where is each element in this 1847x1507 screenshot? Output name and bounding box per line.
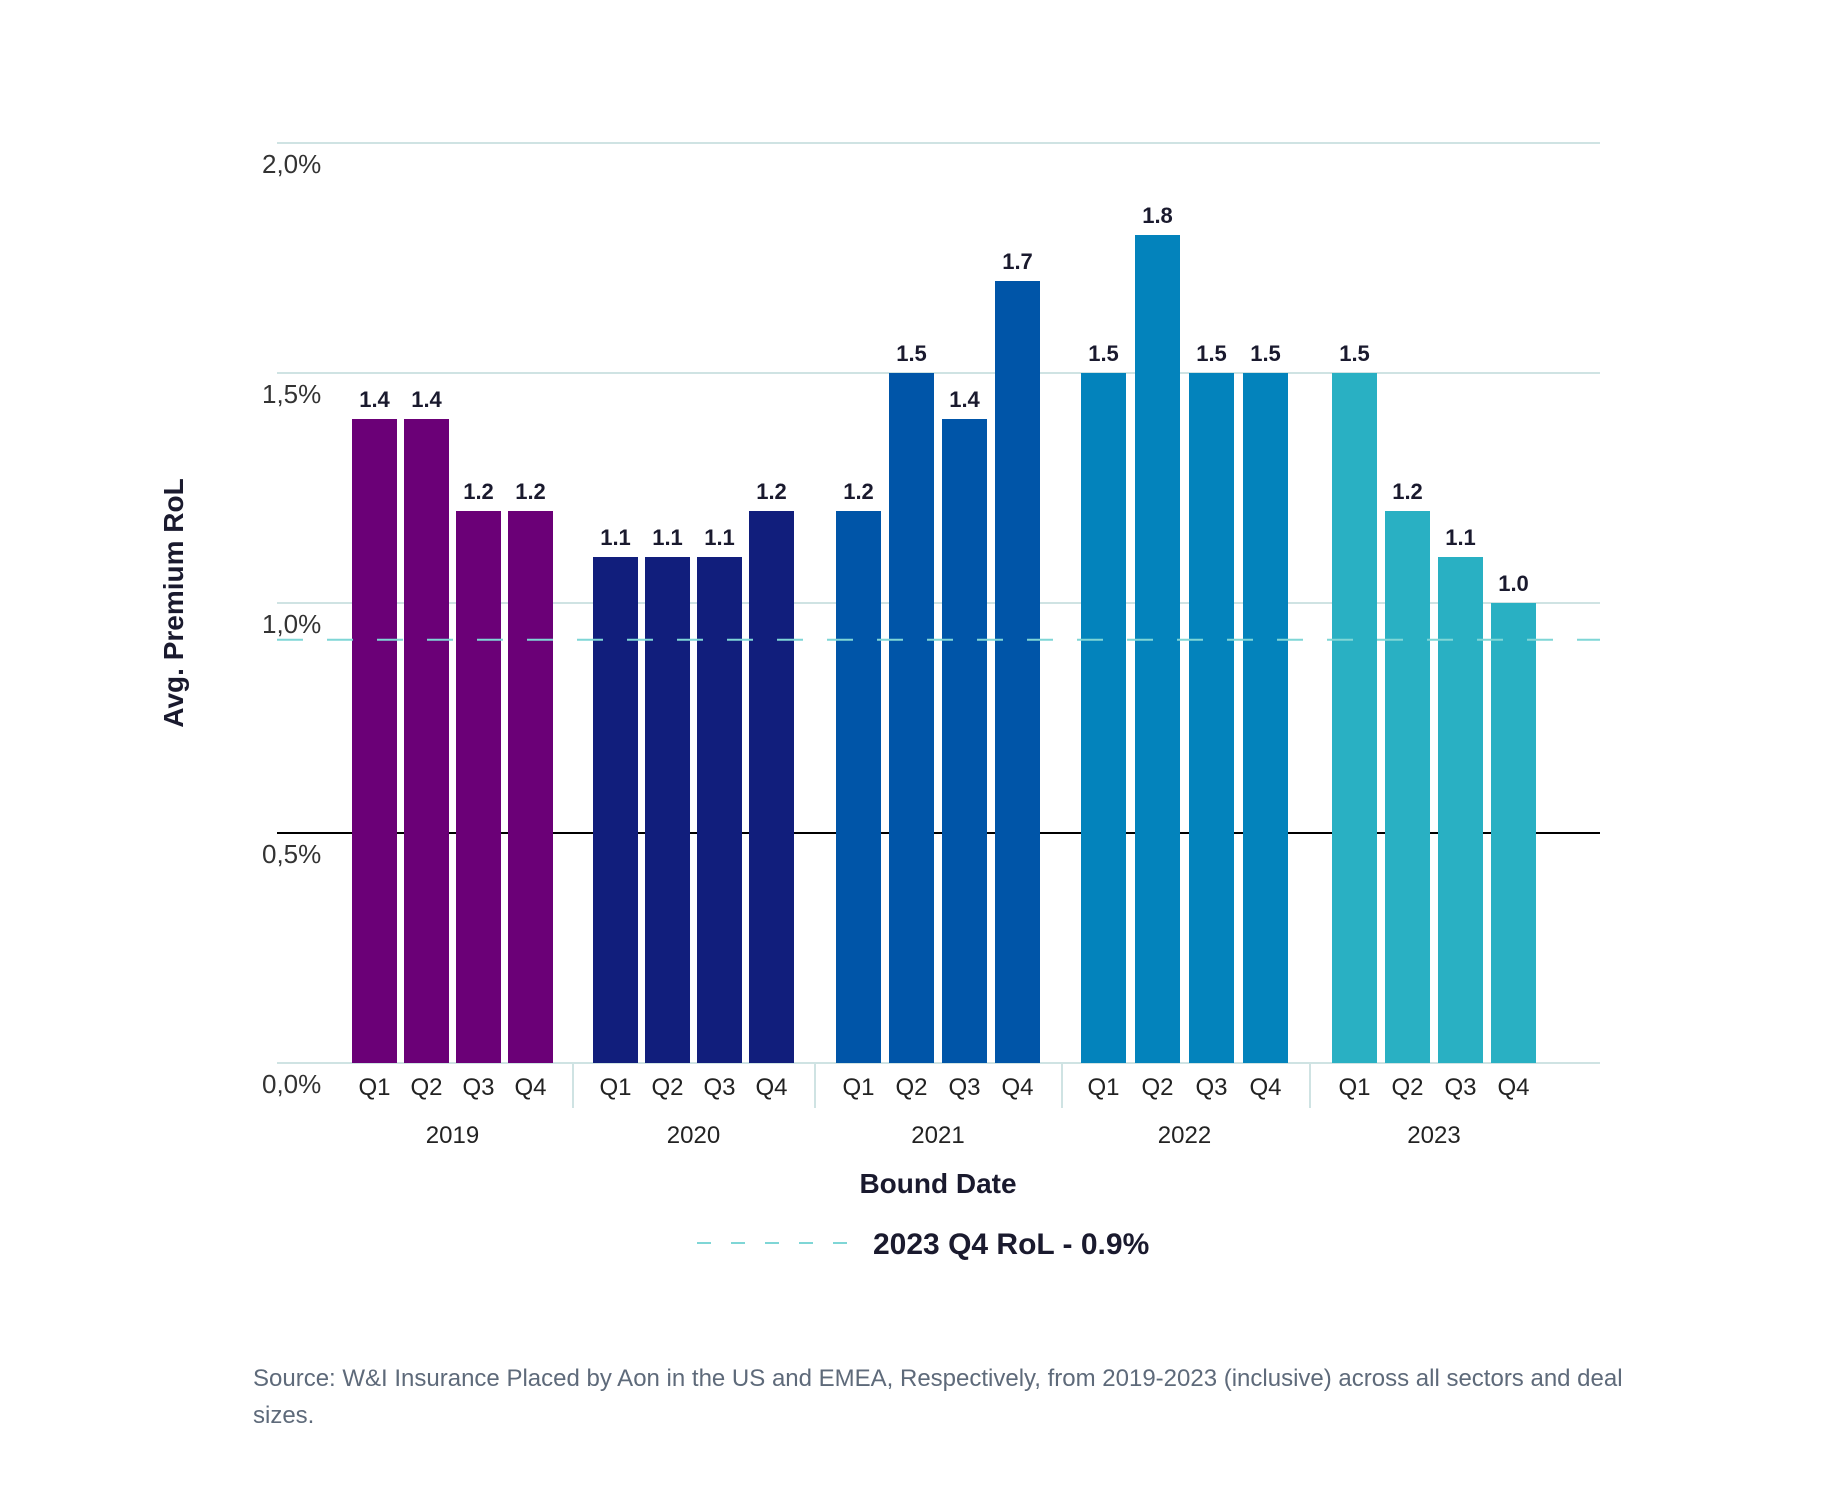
x-tick-label: Q3 — [703, 1074, 735, 1101]
x-tick-label: Q2 — [1391, 1074, 1423, 1101]
x-axis-title: Bound Date — [859, 1168, 1016, 1199]
x-axis: Q1 Q2 Q3 Q4 2019 Q1 Q2 Q3 Q4 2020 Q1 Q2 Q3 Q4 2021 Q1 Q2… — [358, 1063, 1530, 1149]
data-label: 1.7 — [1002, 249, 1033, 274]
y-axis-title: Avg. Premium RoL — [158, 478, 189, 727]
data-label: 1.5 — [896, 341, 927, 366]
year-label: 2022 — [1158, 1122, 1211, 1149]
data-label: 1.2 — [843, 479, 874, 504]
bar-2022-q1 — [1081, 373, 1126, 1063]
x-tick-label: Q3 — [462, 1074, 494, 1101]
x-tick-label: Q2 — [1141, 1074, 1173, 1101]
x-tick-label: Q1 — [1087, 1074, 1119, 1101]
bar-2020-q3 — [697, 557, 742, 1063]
x-tick-label: Q2 — [895, 1074, 927, 1101]
x-tick-label: Q1 — [599, 1074, 631, 1101]
x-tick-label: Q3 — [1444, 1074, 1476, 1101]
bar-2019-q2 — [404, 419, 449, 1063]
data-label: 1.5 — [1339, 341, 1370, 366]
year-label: 2021 — [911, 1122, 964, 1149]
bar-2021-q4 — [995, 281, 1040, 1063]
data-label: 1.0 — [1498, 571, 1529, 596]
data-label: 1.2 — [463, 479, 494, 504]
x-tick-label: Q1 — [358, 1074, 390, 1101]
data-label: 1.5 — [1250, 341, 1281, 366]
data-label: 1.1 — [652, 525, 683, 550]
bar-2019-q1 — [352, 419, 397, 1063]
x-tick-label: Q4 — [1497, 1074, 1529, 1101]
x-tick-label: Q3 — [1195, 1074, 1227, 1101]
data-label: 1.4 — [359, 387, 390, 412]
legend-label: 2023 Q4 RoL - 0.9% — [873, 1228, 1149, 1261]
bars: 1.4 1.4 1.2 1.2 1.1 1.1 1.1 1.2 1.2 1.5 1.4 1.7 1.5 1… — [352, 203, 1536, 1063]
source-note: Source: W&I Insurance Placed by Aon in t… — [253, 1365, 1623, 1429]
bar-2020-q4 — [749, 511, 794, 1063]
y-tick-label: 0,5% — [262, 839, 321, 869]
data-label: 1.1 — [600, 525, 631, 550]
y-tick-label: 1,5% — [262, 379, 321, 409]
data-label: 1.1 — [704, 525, 735, 550]
x-tick-label: Q2 — [651, 1074, 683, 1101]
data-label: 1.2 — [1392, 479, 1423, 504]
data-label: 1.2 — [515, 479, 546, 504]
bar-2023-q1 — [1332, 373, 1377, 1063]
bar-2020-q2 — [645, 557, 690, 1063]
data-label: 1.2 — [756, 479, 787, 504]
bar-chart: 0,0%0,5%1,0%1,5%2,0% 1.4 1.41.2 1.21.1 1.1 1… — [158, 142, 1600, 1261]
x-tick-label: Q4 — [514, 1074, 546, 1101]
legend: 2023 Q4 RoL - 0.9% — [697, 1228, 1149, 1261]
bar-2023-q2 — [1385, 511, 1430, 1063]
year-label: 2019 — [426, 1122, 479, 1149]
data-label: 1.5 — [1196, 341, 1227, 366]
bar-2021-q1 — [836, 511, 881, 1063]
bar-2023-q3 — [1438, 557, 1483, 1063]
bar-2019-q4 — [508, 511, 553, 1063]
x-tick-label: Q1 — [842, 1074, 874, 1101]
x-tick-label: Q2 — [410, 1074, 442, 1101]
bar-2021-q3 — [942, 419, 987, 1063]
x-tick-label: Q1 — [1338, 1074, 1370, 1101]
data-label: 1.4 — [411, 387, 442, 412]
bar-2021-q2 — [889, 373, 934, 1063]
bar-2022-q2 — [1135, 235, 1180, 1063]
y-tick-label: 1,0% — [262, 609, 321, 639]
bar-2019-q3 — [456, 511, 501, 1063]
x-tick-label: Q3 — [948, 1074, 980, 1101]
bar-2020-q1 — [593, 557, 638, 1063]
y-tick-label: 0,0% — [262, 1069, 321, 1099]
data-label: 1.8 — [1142, 203, 1173, 228]
year-label: 2020 — [667, 1122, 720, 1149]
bar-2022-q3 — [1189, 373, 1234, 1063]
data-label: 1.4 — [949, 387, 980, 412]
y-tick-label: 2,0% — [262, 149, 321, 179]
y-axis-ticks: 0,0% 0,5% 1,0% 1,5% 2,0% — [262, 149, 321, 1099]
bar-2023-q4 — [1491, 603, 1536, 1063]
x-tick-label: Q4 — [755, 1074, 787, 1101]
x-tick-label: Q4 — [1001, 1074, 1033, 1101]
data-label: 1.1 — [1445, 525, 1476, 550]
data-label: 1.5 — [1088, 341, 1119, 366]
bar-2022-q4 — [1243, 373, 1288, 1063]
x-tick-label: Q4 — [1249, 1074, 1281, 1101]
year-label: 2023 — [1407, 1122, 1460, 1149]
